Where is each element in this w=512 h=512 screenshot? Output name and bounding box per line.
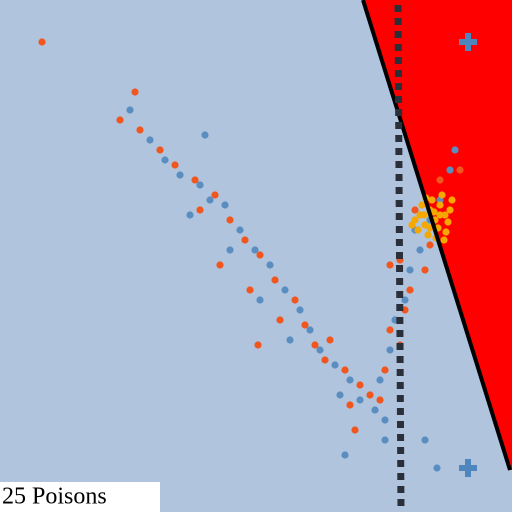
point bbox=[346, 376, 354, 384]
point bbox=[436, 211, 444, 219]
point bbox=[291, 296, 299, 304]
point bbox=[196, 181, 204, 189]
point bbox=[131, 88, 139, 96]
point bbox=[156, 146, 164, 154]
point bbox=[176, 171, 184, 179]
point bbox=[446, 206, 454, 214]
point bbox=[311, 341, 319, 349]
point bbox=[271, 276, 279, 284]
point bbox=[341, 451, 349, 459]
cross-marker bbox=[459, 459, 477, 477]
point bbox=[376, 376, 384, 384]
point bbox=[116, 116, 124, 124]
point bbox=[336, 391, 344, 399]
point bbox=[38, 38, 46, 46]
annotation-box bbox=[0, 482, 160, 512]
point bbox=[286, 336, 294, 344]
point bbox=[146, 136, 154, 144]
point bbox=[381, 416, 389, 424]
point bbox=[256, 251, 264, 259]
point bbox=[421, 436, 429, 444]
point bbox=[381, 436, 389, 444]
point bbox=[321, 356, 329, 364]
point bbox=[136, 126, 144, 134]
annotation: 25 Poisons bbox=[2, 484, 107, 510]
point bbox=[438, 191, 446, 199]
point bbox=[301, 321, 309, 329]
point bbox=[446, 166, 454, 174]
point bbox=[316, 346, 324, 354]
point bbox=[171, 161, 179, 169]
point bbox=[306, 326, 314, 334]
point bbox=[241, 236, 249, 244]
point bbox=[331, 361, 339, 369]
cross-marker bbox=[459, 33, 477, 51]
dashed-line bbox=[394, 4, 405, 512]
point bbox=[441, 211, 449, 219]
point bbox=[326, 336, 334, 344]
point bbox=[186, 211, 194, 219]
point bbox=[281, 286, 289, 294]
point bbox=[426, 241, 434, 249]
point bbox=[221, 201, 229, 209]
point bbox=[201, 131, 209, 139]
point bbox=[341, 366, 349, 374]
point bbox=[126, 106, 134, 114]
point bbox=[211, 191, 219, 199]
point bbox=[246, 286, 254, 294]
point bbox=[406, 286, 414, 294]
point bbox=[414, 226, 422, 234]
point bbox=[226, 216, 234, 224]
point bbox=[418, 201, 426, 209]
point bbox=[401, 296, 409, 304]
point bbox=[424, 231, 432, 239]
point bbox=[451, 146, 459, 154]
point bbox=[411, 206, 419, 214]
boundary-line bbox=[361, 0, 512, 471]
point bbox=[386, 261, 394, 269]
point bbox=[421, 266, 429, 274]
point bbox=[226, 246, 234, 254]
point bbox=[266, 261, 274, 269]
point bbox=[433, 464, 441, 472]
point bbox=[251, 246, 259, 254]
point bbox=[254, 341, 262, 349]
point bbox=[236, 226, 244, 234]
point bbox=[430, 208, 438, 216]
point bbox=[376, 396, 384, 404]
point bbox=[351, 426, 359, 434]
point bbox=[356, 396, 364, 404]
point bbox=[296, 306, 304, 314]
point bbox=[256, 296, 264, 304]
point bbox=[420, 211, 428, 219]
point bbox=[206, 196, 214, 204]
point bbox=[371, 406, 379, 414]
point bbox=[406, 266, 414, 274]
point bbox=[444, 218, 452, 226]
point bbox=[216, 261, 224, 269]
point bbox=[366, 391, 374, 399]
point bbox=[196, 206, 204, 214]
point bbox=[436, 201, 444, 209]
point bbox=[440, 236, 448, 244]
point bbox=[448, 196, 456, 204]
point bbox=[346, 401, 354, 409]
point bbox=[416, 246, 424, 254]
point bbox=[356, 381, 364, 389]
point bbox=[428, 196, 436, 204]
point bbox=[436, 176, 444, 184]
point bbox=[386, 326, 394, 334]
point bbox=[381, 366, 389, 374]
point bbox=[276, 316, 284, 324]
point bbox=[456, 166, 464, 174]
point bbox=[191, 176, 199, 184]
point bbox=[408, 221, 416, 229]
point bbox=[161, 156, 169, 164]
point bbox=[386, 346, 394, 354]
point bbox=[442, 228, 450, 236]
